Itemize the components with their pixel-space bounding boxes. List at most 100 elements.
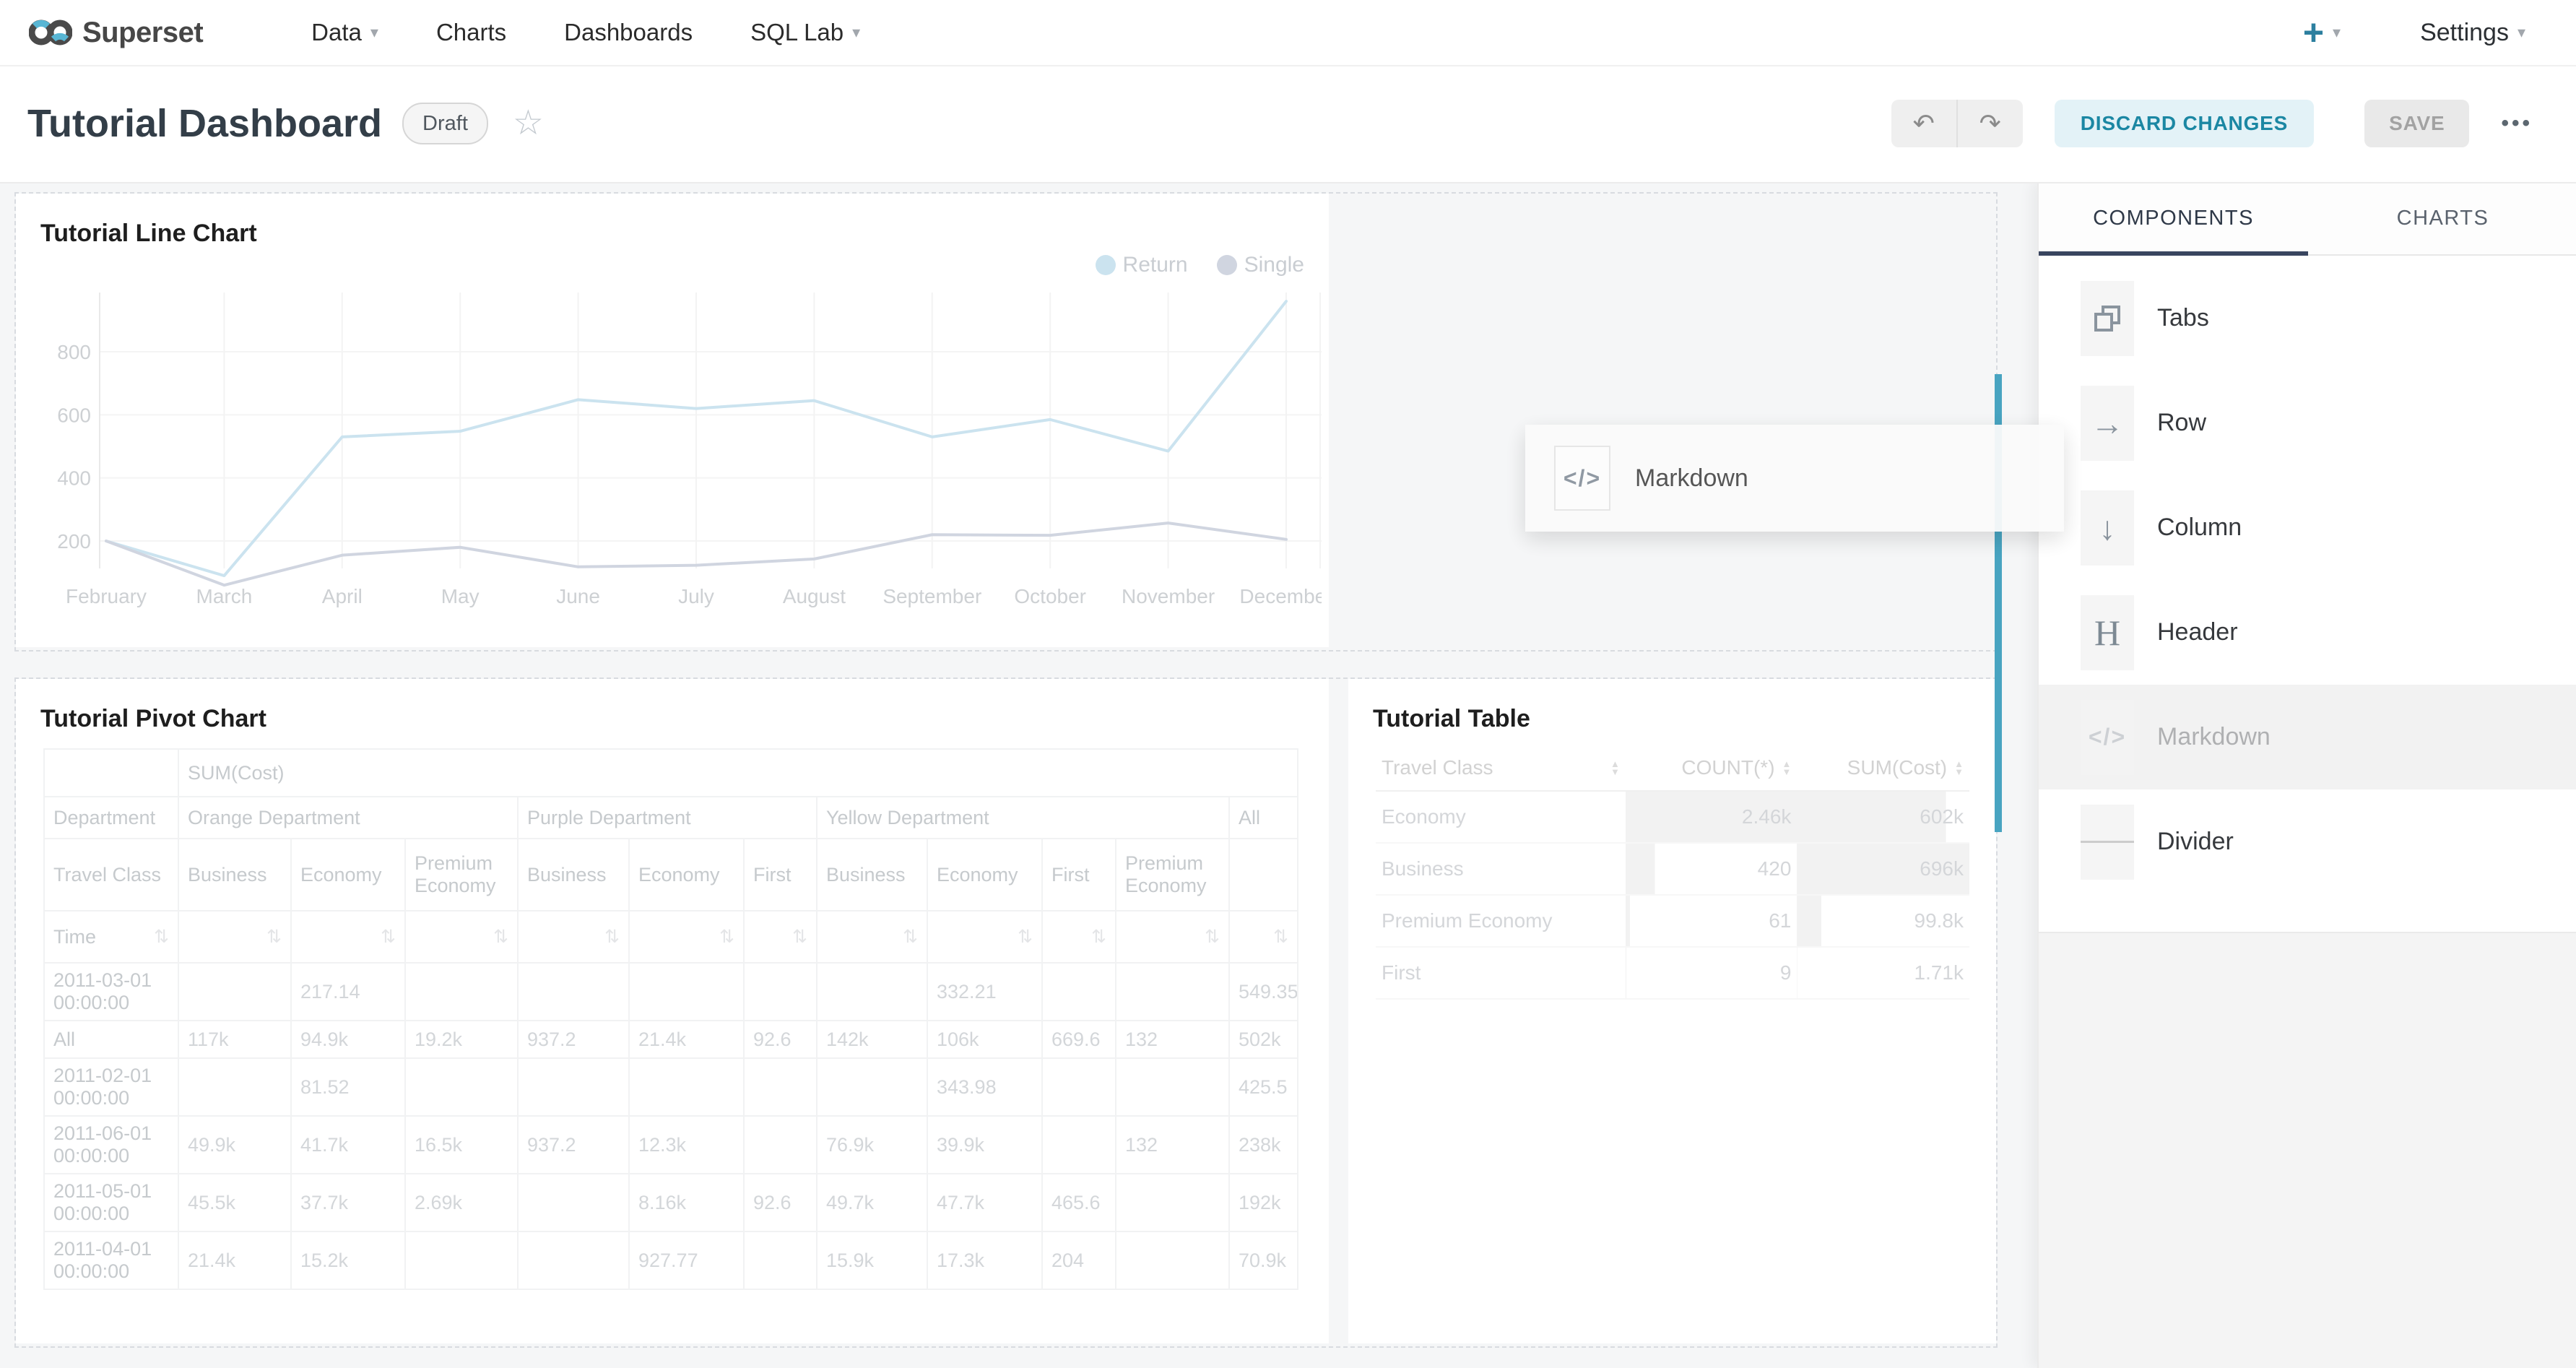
sidebar-item-label: Tabs (2157, 304, 2209, 332)
sidebar-item-tabs[interactable]: Tabs (2039, 266, 2576, 371)
tab-charts[interactable]: CHARTS (2396, 206, 2489, 230)
chart-title: Tutorial Pivot Chart (40, 705, 266, 732)
column-icon: ↓ (2081, 490, 2134, 566)
save-button[interactable]: SAVE (2364, 100, 2470, 147)
sidebar-item-markdown[interactable]: </> Markdown (2039, 685, 2576, 789)
svg-text:April: April (322, 585, 363, 607)
sidebar-item-label: Column (2157, 514, 2242, 541)
sort-icon: ⇅ (381, 927, 396, 947)
nav-item-data[interactable]: Data ▾ (311, 19, 378, 46)
svg-text:200: 200 (57, 530, 91, 553)
svg-text:September: September (882, 585, 981, 607)
pivot-sort-cell[interactable]: Time ⇅ (43, 910, 179, 964)
table-row: Business 420 696k (1376, 843, 1969, 896)
pivot-row: 2011-02-01 00:00:00 81.52 343.98 425.5 (43, 1057, 1298, 1117)
sidebar-item-label: Row (2157, 409, 2207, 436)
table-row: Premium Economy 61 99.8k (1376, 895, 1969, 948)
pivot-row: 2011-04-01 00:00:00 21.4k 15.2k 927.77 15.9k… (43, 1231, 1298, 1290)
pivot-sort-cell[interactable]: ⇅ (1115, 910, 1230, 964)
sidebar-item-divider[interactable]: Divider (2039, 789, 2576, 894)
superset-infinity-icon (29, 20, 72, 46)
more-options-icon[interactable]: ••• (2501, 111, 2533, 135)
header-icon: H (2081, 594, 2134, 670)
line-chart-card[interactable]: Tutorial Line Chart Return Single 200 400 6… (16, 194, 1329, 647)
svg-text:August: August (783, 585, 846, 607)
legend-item-single[interactable]: Single (1216, 253, 1304, 277)
table-row: Economy 2.46k 602k (1376, 791, 1969, 844)
svg-text:400: 400 (57, 467, 91, 490)
sort-icon: ⇅ (266, 927, 282, 947)
nav-item-charts[interactable]: Charts (435, 19, 507, 46)
dashboard-row-1: Tutorial Line Chart Return Single 200 400 6… (14, 192, 1998, 651)
undo-button[interactable]: ↶ (1912, 108, 1935, 138)
pivot-sort-cell[interactable]: ⇅ (1228, 910, 1298, 964)
redo-button[interactable]: ↷ (1956, 100, 2023, 147)
sort-icon: ▲ ▼ (1610, 758, 1620, 777)
column-header-travel-class[interactable]: Travel Class ▲ ▼ (1376, 745, 1626, 792)
chevron-down-icon: ▾ (852, 23, 861, 41)
sidebar-item-row[interactable]: → Row (2039, 371, 2576, 475)
nav-menu: Data ▾ Charts Dashboards SQL Lab ▾ (311, 19, 860, 46)
pivot-sort-cell[interactable]: ⇅ (517, 910, 630, 964)
settings-label: Settings (2420, 18, 2509, 46)
sidebar-item-label: Header (2157, 618, 2238, 646)
new-item-button[interactable]: + ▾ (2303, 14, 2341, 51)
drop-indicator-line (1995, 374, 2002, 832)
settings-menu[interactable]: Settings ▾ (2420, 19, 2525, 47)
nav-right: + ▾ Settings ▾ (2303, 14, 2525, 51)
brand-name: Superset (82, 16, 204, 48)
chart-title: Tutorial Line Chart (40, 220, 257, 247)
pivot-table: SUM(Cost) Department Orange Department Purp… (43, 748, 1298, 1290)
sidebar-item-label: Markdown (2157, 723, 2271, 750)
superset-logo[interactable]: Superset (29, 16, 204, 49)
data-table: Travel Class ▲ ▼ COUNT(*) ▲ ▼ SUM(Cost) ▲ ▼ Econo… (1376, 745, 1969, 1000)
sort-icon: ⇅ (1205, 927, 1220, 947)
sidebar-item-column[interactable]: ↓ Column (2039, 475, 2576, 580)
column-header-count-[interactable]: COUNT(*) ▲ ▼ (1625, 745, 1797, 792)
pivot-sort-cell[interactable]: ⇅ (290, 910, 406, 964)
pivot-chart-card[interactable]: Tutorial Pivot Chart SUM(Cost) Department… (16, 679, 1329, 1343)
dashboard-row-2: Tutorial Pivot Chart SUM(Cost) Department… (14, 677, 1998, 1348)
pivot-row: All 117k 94.9k 19.2k 937.2 21.4k 92.6 142k 106k 6… (43, 1020, 1298, 1059)
page-title[interactable]: Tutorial Dashboard (27, 102, 383, 145)
pivot-sort-cell[interactable]: ⇅ (927, 910, 1043, 964)
pivot-sort-cell[interactable]: ⇅ (816, 910, 928, 964)
sort-icon: ▲ ▼ (1782, 758, 1792, 777)
pivot-sort-cell[interactable]: ⇅ (628, 910, 745, 964)
svg-text:February: February (66, 585, 147, 607)
svg-text:October: October (1014, 585, 1086, 607)
sidebar-item-label: Divider (2157, 828, 2234, 855)
svg-text:March: March (196, 585, 253, 607)
drag-ghost-markdown[interactable]: </> Markdown (1525, 425, 2064, 532)
tab-components[interactable]: COMPONENTS (2039, 182, 2308, 256)
pivot-row: 2011-06-01 00:00:00 49.9k 41.7k 16.5k 937.2 1… (43, 1115, 1298, 1174)
header-actions: ↶ ↷ DISCARD CHANGES SAVE ••• (1891, 100, 2533, 147)
discard-changes-button[interactable]: DISCARD CHANGES (2054, 100, 2315, 147)
pivot-sort-cell[interactable]: ⇅ (178, 910, 292, 964)
table-chart-card[interactable]: Tutorial Table Travel Class ▲ ▼ COUNT(*) ▲ ▼ S… (1348, 679, 1996, 1343)
sidebar-item-header[interactable]: H Header (2039, 580, 2576, 685)
pivot-sort-cell[interactable]: ⇅ (743, 910, 818, 964)
column-header-sum-cost-[interactable]: SUM(Cost) ▲ ▼ (1797, 745, 1969, 792)
dashboard-canvas: Tutorial Line Chart Return Single 200 400 6… (0, 182, 2037, 1368)
nav-item-sql-lab[interactable]: SQL Lab ▾ (750, 19, 861, 46)
sort-icon: ⇅ (604, 927, 620, 947)
line-chart-plot: 200 400 600 800 February March April May June Jul… (57, 293, 1322, 607)
sort-icon: ⇅ (154, 926, 169, 947)
sort-icon: ⇅ (792, 927, 807, 947)
pivot-sort-cell[interactable]: ⇅ (1041, 910, 1116, 964)
svg-text:May: May (441, 585, 480, 607)
legend-item-return[interactable]: Return (1095, 253, 1188, 277)
sort-icon: ⇅ (719, 927, 734, 947)
chart-legend: Return Single (1095, 253, 1304, 277)
tabs-icon (2081, 280, 2134, 356)
chart-title: Tutorial Table (1373, 705, 1530, 732)
status-badge: Draft (402, 103, 488, 144)
sort-icon: ⇅ (1091, 927, 1106, 947)
pivot-sort-cell[interactable]: ⇅ (404, 910, 519, 964)
sidebar-footer (2039, 932, 2576, 1368)
favorite-star-icon[interactable]: ☆ (512, 104, 544, 142)
pivot-row: 2011-03-01 00:00:00 217.14 332.21 549.35 (43, 962, 1298, 1021)
nav-item-dashboards[interactable]: Dashboards (564, 19, 693, 46)
